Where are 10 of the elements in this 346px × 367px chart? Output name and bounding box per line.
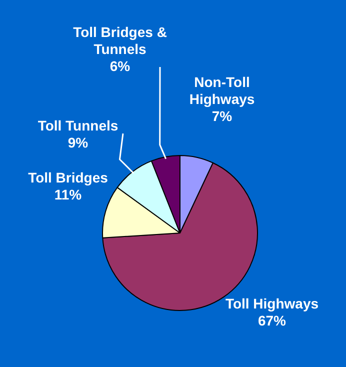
slice-label: Non-Toll Highways	[189, 74, 255, 107]
slice-label: Toll Tunnels	[38, 117, 118, 134]
data-label: 6%	[110, 58, 131, 74]
slice-label: Toll Bridges	[28, 169, 108, 186]
slice-label: Toll Bridges & Tunnels	[73, 24, 167, 57]
data-label: 11%	[54, 186, 82, 202]
data-label: 67%	[258, 312, 287, 328]
data-label: 9%	[68, 134, 89, 150]
data-label: 7%	[212, 108, 233, 124]
slice-label: Toll Highways	[225, 295, 319, 312]
